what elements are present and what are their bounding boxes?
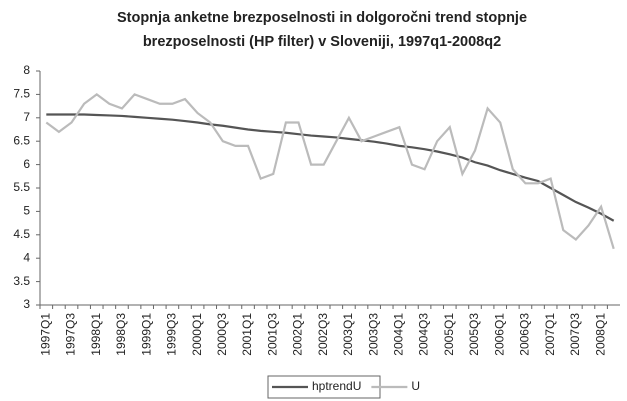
x-tick-label: 2000Q1 [190, 313, 204, 356]
x-tick-label: 2000Q3 [215, 313, 229, 356]
series-line [45, 93, 615, 250]
x-tick-label: 2003Q3 [366, 313, 380, 356]
x-tick-label: 2001Q3 [265, 313, 279, 356]
x-tick-label: 1999Q3 [165, 313, 179, 356]
y-tick-label: 5 [23, 204, 30, 218]
x-tick-label: 1998Q3 [114, 313, 128, 356]
x-tick-label: 2005Q3 [467, 313, 481, 356]
x-tick-label: 2002Q3 [316, 313, 330, 356]
y-tick-label: 7.5 [13, 87, 30, 101]
y-tick-label: 7 [23, 110, 30, 124]
x-tick-label: 2007Q1 [543, 313, 557, 356]
series-line [46, 113, 615, 222]
y-tick-label: 3 [23, 297, 30, 311]
legend-label: U [411, 379, 420, 393]
x-tick-label: 2004Q3 [417, 313, 431, 356]
x-tick-label: 1998Q1 [89, 313, 103, 356]
x-tick-label: 2008Q1 [593, 313, 607, 356]
y-tick-label: 6.5 [13, 133, 30, 147]
x-tick-label: 1999Q1 [139, 313, 153, 356]
y-tick-label: 6 [23, 157, 30, 171]
y-tick-label: 4 [23, 250, 30, 264]
x-tick-label: 1997Q1 [38, 313, 52, 356]
x-tick-label: 2001Q1 [240, 313, 254, 356]
chart-title: Stopnja anketne brezposelnosti in dolgor… [117, 10, 527, 26]
x-tick-label: 2004Q1 [392, 313, 406, 356]
y-tick-label: 8 [23, 63, 30, 77]
x-tick-label: 2006Q3 [518, 313, 532, 356]
x-tick-label: 1997Q3 [64, 313, 78, 356]
y-tick-label: 3.5 [13, 274, 30, 288]
x-tick-label: 2003Q1 [341, 313, 355, 356]
x-tick-label: 2005Q1 [442, 313, 456, 356]
legend-label: hptrendU [312, 379, 361, 393]
y-tick-label: 5.5 [13, 180, 30, 194]
x-tick-label: 2007Q3 [568, 313, 582, 356]
x-tick-label: 2002Q1 [291, 313, 305, 356]
x-tick-label: 2006Q1 [492, 313, 506, 356]
chart-title: brezposelnosti (HP filter) v Sloveniji, … [143, 34, 501, 50]
y-tick-label: 4.5 [13, 227, 30, 241]
